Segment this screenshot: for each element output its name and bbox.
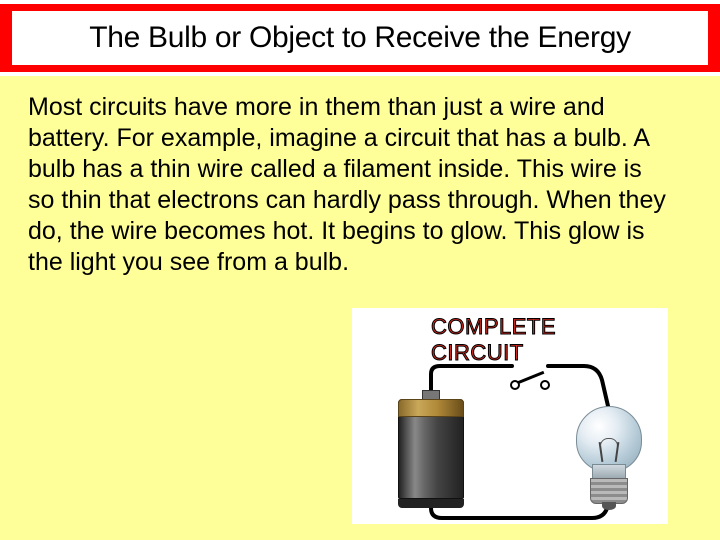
- bulb-icon: [570, 406, 648, 516]
- switch-icon: [510, 364, 550, 394]
- body-paragraph: Most circuits have more in them than jus…: [28, 92, 668, 278]
- slide: The Bulb or Object to Receive the Energy…: [0, 0, 720, 540]
- title-box: The Bulb or Object to Receive the Energy: [12, 11, 708, 65]
- circuit-figure: COMPLETE CIRCUIT: [352, 308, 668, 524]
- slide-title: The Bulb or Object to Receive the Energy: [89, 21, 631, 55]
- body-area: Most circuits have more in them than jus…: [0, 76, 720, 540]
- battery-icon: [398, 390, 464, 508]
